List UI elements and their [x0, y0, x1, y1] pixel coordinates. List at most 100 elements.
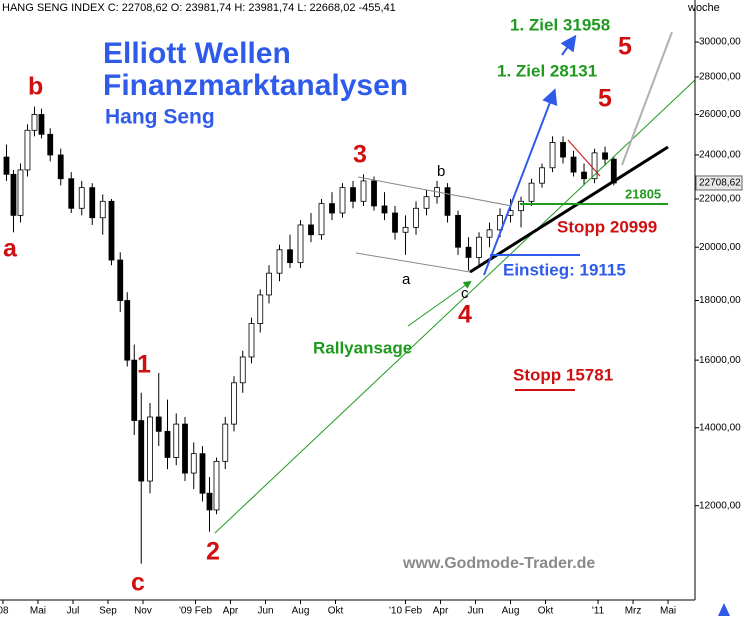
x-tick-label: Okt: [328, 606, 344, 617]
candle-body: [350, 187, 356, 202]
wave-label: b: [28, 73, 43, 101]
candle-body: [117, 259, 124, 301]
y-tick-label: 20000,00: [699, 242, 741, 253]
wave-line: [567, 139, 601, 177]
x-tick-label: Okt: [538, 606, 554, 617]
candle-body: [89, 187, 96, 219]
annotation: 21805: [625, 186, 661, 201]
wave-label: 1: [137, 351, 151, 379]
candle-body: [581, 171, 587, 180]
x-tick-label: 08: [0, 606, 9, 617]
x-tick-label: Mai: [30, 606, 46, 617]
annotation: Einstieg: 19115: [503, 260, 626, 279]
wave-label: a: [3, 235, 18, 263]
x-tick-label: Aug: [502, 606, 520, 617]
x-tick-label: Sep: [99, 606, 117, 617]
y-tick-label: 18000,00: [699, 295, 741, 306]
candle-body: [444, 187, 451, 216]
candle-body: [549, 142, 556, 169]
candle-body: [164, 430, 171, 458]
y-tick-label: 16000,00: [699, 355, 741, 366]
wave-label: 3: [353, 141, 367, 169]
candle-body: [381, 205, 388, 214]
projection-line: [621, 31, 673, 166]
arrow: [483, 88, 558, 276]
candle-body: [31, 114, 38, 131]
period: woche: [687, 2, 720, 14]
candle-body: [591, 152, 598, 180]
y-tick-label: 24000,00: [699, 150, 741, 161]
candle-body: [24, 129, 31, 171]
wave-label: a: [402, 271, 411, 288]
trend-line: [469, 145, 669, 274]
wave-label: 4: [458, 301, 472, 329]
wave-label: b: [437, 163, 445, 180]
x-tick-label: Mai: [660, 606, 676, 617]
arrow: [407, 280, 472, 327]
y-tick-label: 26000,00: [699, 109, 741, 120]
drawings: [214, 31, 696, 534]
x-tick-label: Aug: [292, 606, 310, 617]
annotation: Stopp 20999: [557, 217, 657, 236]
candle-body: [99, 200, 106, 219]
x-tick-label: Nov: [134, 606, 152, 617]
trend-line: [214, 79, 696, 534]
subtitle: Finanzmarktanalysen: [103, 69, 408, 102]
candle-body: [124, 300, 131, 361]
candle-body: [276, 249, 283, 274]
candle-body: [539, 167, 545, 184]
watermark: www.Godmode-Trader.de: [402, 555, 595, 572]
channel-line: [357, 176, 513, 207]
candle-body: [570, 156, 577, 173]
x-tick-label: '11: [592, 606, 605, 617]
candle-body: [222, 423, 229, 462]
candle-body: [402, 226, 409, 233]
candle-body: [38, 114, 45, 135]
arrow: [560, 34, 577, 56]
y-tick-label: 30000,00: [699, 37, 741, 48]
candle-body: [339, 187, 346, 214]
header: HANG SENG INDEX C: 22708,62 O: 23981,74 …: [2, 2, 396, 14]
annotation: 1. Ziel 28131: [497, 61, 597, 80]
candle-body: [3, 156, 10, 175]
annotation: Stopp 15781: [513, 365, 613, 384]
candle-body: [297, 224, 304, 264]
candle-body: [147, 416, 153, 482]
candle-body: [10, 173, 17, 216]
title: Elliott Wellen: [103, 37, 291, 70]
x-tick-label: Jun: [467, 606, 483, 617]
x-tick-label: Jun: [257, 606, 273, 617]
candle-body: [131, 359, 138, 421]
candle-body: [17, 169, 24, 216]
candle-body: [360, 180, 367, 202]
candle-body: [455, 214, 461, 248]
candle-body: [78, 187, 85, 209]
candle-body: [47, 133, 54, 156]
wave-label: 5: [598, 85, 612, 113]
y-tick-label: 22000,00: [699, 194, 741, 205]
candle-body: [392, 212, 398, 233]
candle-body: [476, 236, 482, 258]
candle-body: [138, 420, 145, 482]
candle-body: [199, 453, 206, 494]
candle-body: [248, 323, 255, 358]
candle-body: [257, 294, 264, 324]
candle-body: [173, 423, 180, 458]
candle-body: [528, 182, 535, 202]
icon: [718, 603, 730, 616]
wave-label: c: [131, 569, 145, 597]
candle-body: [206, 492, 213, 511]
y-tick-label: 14000,00: [699, 422, 741, 433]
last-price-label: 22708,62: [699, 178, 741, 189]
wave-label: 5: [618, 33, 632, 61]
annotation: 1. Ziel 31958: [510, 15, 610, 34]
candle-body: [318, 203, 325, 236]
candle-body: [371, 180, 377, 207]
candle-body: [497, 214, 503, 231]
candle-body: [602, 152, 608, 160]
plot-area: [3, 106, 617, 564]
candle-body: [231, 382, 237, 425]
candle-body: [560, 142, 566, 158]
